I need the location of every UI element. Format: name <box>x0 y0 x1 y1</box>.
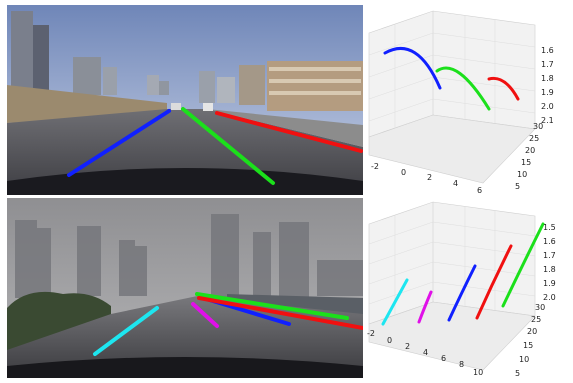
y-tick: 15 <box>521 158 531 167</box>
x-tick: 4 <box>453 179 458 188</box>
z-tick: 1.5 <box>543 223 556 232</box>
z-tick: 1.8 <box>543 265 556 274</box>
curve-magenta <box>417 290 433 324</box>
y-tick: 20 <box>525 146 535 155</box>
curve-blue <box>447 264 477 322</box>
x-tick: 2 <box>427 173 432 182</box>
y-tick: 30 <box>535 303 545 312</box>
x-tick: 6 <box>441 354 446 363</box>
skyline-left <box>11 11 169 95</box>
z-tick: 2.0 <box>543 293 556 302</box>
curve-blue <box>383 47 442 90</box>
x-tick: -2 <box>367 329 375 338</box>
lane-line-red <box>215 111 363 153</box>
z-tick: 1.6 <box>543 237 556 246</box>
x-tick: 0 <box>401 168 406 177</box>
plot-floor <box>368 301 536 371</box>
x-tick: 0 <box>387 336 392 345</box>
car-hood <box>7 357 363 378</box>
y-axis-ticks: 5 10 15 20 25 30 <box>515 303 545 378</box>
skyline-right <box>199 61 363 111</box>
curve-red <box>487 76 520 101</box>
curve-cyan <box>381 278 409 326</box>
y-tick: 5 <box>515 182 520 191</box>
x-tick: 4 <box>423 348 428 357</box>
y-tick: 10 <box>517 170 527 179</box>
bottom-3d-lane-plot: 1.5 1.6 1.7 1.8 1.9 2.0 5 10 15 20 25 30… <box>365 198 573 380</box>
right-guardrail <box>227 294 363 314</box>
lane-line-red <box>197 296 363 330</box>
car <box>203 103 213 111</box>
y-tick: 25 <box>529 134 539 143</box>
z-tick: 2.1 <box>541 116 554 125</box>
curve-red <box>475 244 513 320</box>
car-hood <box>7 168 363 195</box>
z-axis-ticks: 1.6 1.7 1.8 1.9 2.0 2.1 <box>541 46 554 125</box>
curve-green <box>501 222 545 308</box>
road-surface <box>7 294 363 378</box>
y-tick: 30 <box>533 122 543 131</box>
y-tick: 15 <box>523 341 533 350</box>
lane-line-magenta <box>191 302 219 328</box>
z-tick: 2.0 <box>541 102 554 111</box>
x-axis-ticks: -2 0 2 4 6 8 10 <box>367 329 483 377</box>
x-tick: 10 <box>473 368 483 377</box>
z-tick: 1.6 <box>541 46 554 55</box>
y-axis-ticks: 5 10 15 20 25 30 <box>515 122 543 191</box>
z-tick: 1.7 <box>541 60 554 69</box>
car <box>171 103 181 110</box>
z-tick: 1.8 <box>541 74 554 83</box>
top-3d-lane-plot: 1.6 1.7 1.8 1.9 2.0 2.1 5 10 15 20 25 30… <box>365 5 573 195</box>
x-tick: -2 <box>371 162 379 171</box>
top-road-photo <box>7 5 363 195</box>
z-axis-ticks: 1.5 1.6 1.7 1.8 1.9 2.0 <box>543 223 556 302</box>
curve-green <box>435 66 491 111</box>
lane-line-green <box>195 292 349 320</box>
x-axis-ticks: -2 0 2 4 6 <box>371 162 482 195</box>
foggy-skyline <box>15 214 363 298</box>
z-tick: 1.9 <box>543 279 556 288</box>
x-tick: 8 <box>459 360 464 369</box>
lane-line-cyan <box>93 306 159 356</box>
y-tick: 25 <box>531 315 541 324</box>
y-tick: 5 <box>515 369 520 378</box>
right-barrier <box>207 109 363 147</box>
plot-floor <box>368 114 536 184</box>
bottom-foggy-road-photo <box>7 198 363 378</box>
lane-line-green <box>181 107 275 185</box>
x-tick: 2 <box>405 342 410 351</box>
y-tick: 10 <box>519 355 529 364</box>
x-tick: 6 <box>477 186 482 195</box>
z-tick: 1.9 <box>541 88 554 97</box>
lane-line-blue <box>67 109 171 177</box>
z-tick: 1.7 <box>543 251 556 260</box>
y-tick: 20 <box>527 327 537 336</box>
